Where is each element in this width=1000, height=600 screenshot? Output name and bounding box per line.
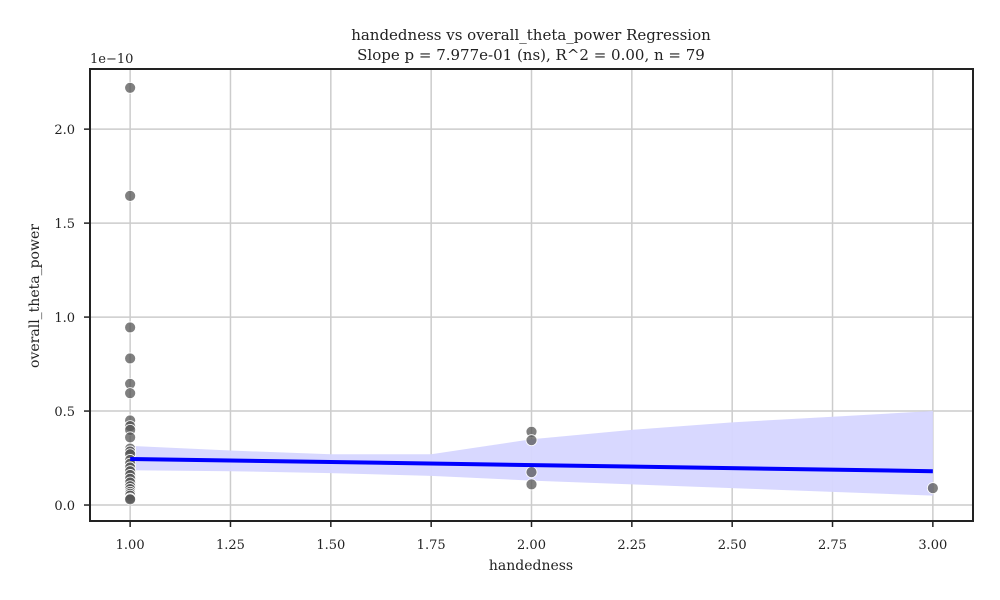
y-tick-label: 0.5 bbox=[54, 405, 75, 420]
regression-line-layer bbox=[130, 456, 933, 474]
y-tick-label: 2.0 bbox=[54, 123, 75, 138]
y-tick-label: 1.0 bbox=[54, 311, 75, 326]
data-point bbox=[124, 431, 137, 444]
confidence-band-layer bbox=[130, 411, 933, 496]
data-point bbox=[124, 189, 137, 202]
y-ticks: 0.0 0.5 1.0 1.5 2.0 bbox=[54, 123, 90, 514]
data-point bbox=[124, 321, 137, 334]
data-point bbox=[525, 478, 538, 491]
x-tick-label: 1.00 bbox=[116, 538, 145, 553]
data-point bbox=[124, 387, 137, 400]
confidence-band bbox=[130, 411, 933, 496]
y-tick-label: 1.5 bbox=[54, 217, 75, 232]
x-tick-label: 2.50 bbox=[718, 538, 747, 553]
y-tick-label: 0.0 bbox=[54, 499, 75, 514]
data-point bbox=[124, 493, 137, 506]
x-axis-label: handedness bbox=[489, 558, 573, 574]
regression-line bbox=[130, 456, 933, 474]
grid bbox=[90, 69, 973, 521]
x-tick-label: 2.25 bbox=[617, 538, 646, 553]
data-point bbox=[124, 81, 137, 94]
x-tick-label: 1.75 bbox=[417, 538, 446, 553]
x-tick-label: 3.00 bbox=[918, 538, 947, 553]
data-point bbox=[926, 482, 939, 495]
data-point bbox=[124, 352, 137, 365]
points-layer bbox=[124, 81, 939, 506]
chart-subtitle: Slope p = 7.977e-01 (ns), R^2 = 0.00, n … bbox=[357, 46, 705, 64]
y-offset-label: 1e−10 bbox=[90, 52, 133, 67]
x-tick-label: 2.75 bbox=[818, 538, 847, 553]
x-tick-label: 2.00 bbox=[517, 538, 546, 553]
x-tick-label: 1.50 bbox=[316, 538, 345, 553]
x-tick-label: 1.25 bbox=[216, 538, 245, 553]
y-axis-label: overall_theta_power bbox=[27, 224, 43, 368]
data-point bbox=[525, 434, 538, 447]
x-ticks: 1.00 1.25 1.50 1.75 2.00 2.25 2.50 2.75 3.00 bbox=[116, 521, 947, 553]
chart-title: handedness vs overall_theta_power Regres… bbox=[351, 26, 711, 44]
data-point bbox=[525, 466, 538, 479]
